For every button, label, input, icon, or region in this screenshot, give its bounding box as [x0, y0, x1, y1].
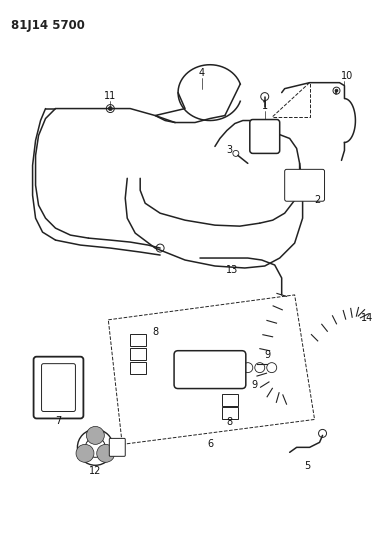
- Text: 11: 11: [104, 91, 116, 101]
- FancyBboxPatch shape: [109, 438, 125, 456]
- Text: 8: 8: [152, 327, 158, 337]
- Circle shape: [97, 445, 115, 462]
- Text: 3: 3: [227, 146, 233, 156]
- Text: 9: 9: [265, 350, 271, 360]
- Text: 14: 14: [361, 313, 373, 323]
- FancyBboxPatch shape: [130, 334, 146, 346]
- FancyBboxPatch shape: [130, 362, 146, 374]
- Circle shape: [86, 426, 104, 445]
- Circle shape: [108, 107, 112, 110]
- Text: 7: 7: [55, 416, 61, 426]
- Text: 12: 12: [89, 466, 102, 477]
- Text: 2: 2: [314, 195, 321, 205]
- Text: 13: 13: [226, 265, 238, 275]
- Circle shape: [76, 445, 94, 462]
- FancyBboxPatch shape: [42, 364, 75, 411]
- FancyBboxPatch shape: [222, 408, 238, 419]
- FancyBboxPatch shape: [250, 119, 280, 154]
- Text: 1: 1: [262, 101, 268, 110]
- FancyBboxPatch shape: [130, 348, 146, 360]
- Text: 4: 4: [199, 68, 205, 78]
- Circle shape: [335, 89, 338, 92]
- FancyBboxPatch shape: [174, 351, 246, 389]
- Text: 5: 5: [305, 461, 311, 471]
- FancyBboxPatch shape: [33, 357, 83, 418]
- Text: 10: 10: [341, 71, 354, 80]
- FancyBboxPatch shape: [222, 393, 238, 406]
- Text: 8: 8: [227, 417, 233, 427]
- Text: 9: 9: [252, 379, 258, 390]
- FancyBboxPatch shape: [285, 169, 324, 201]
- Text: 81J14 5700: 81J14 5700: [11, 19, 84, 32]
- Text: 6: 6: [207, 439, 213, 449]
